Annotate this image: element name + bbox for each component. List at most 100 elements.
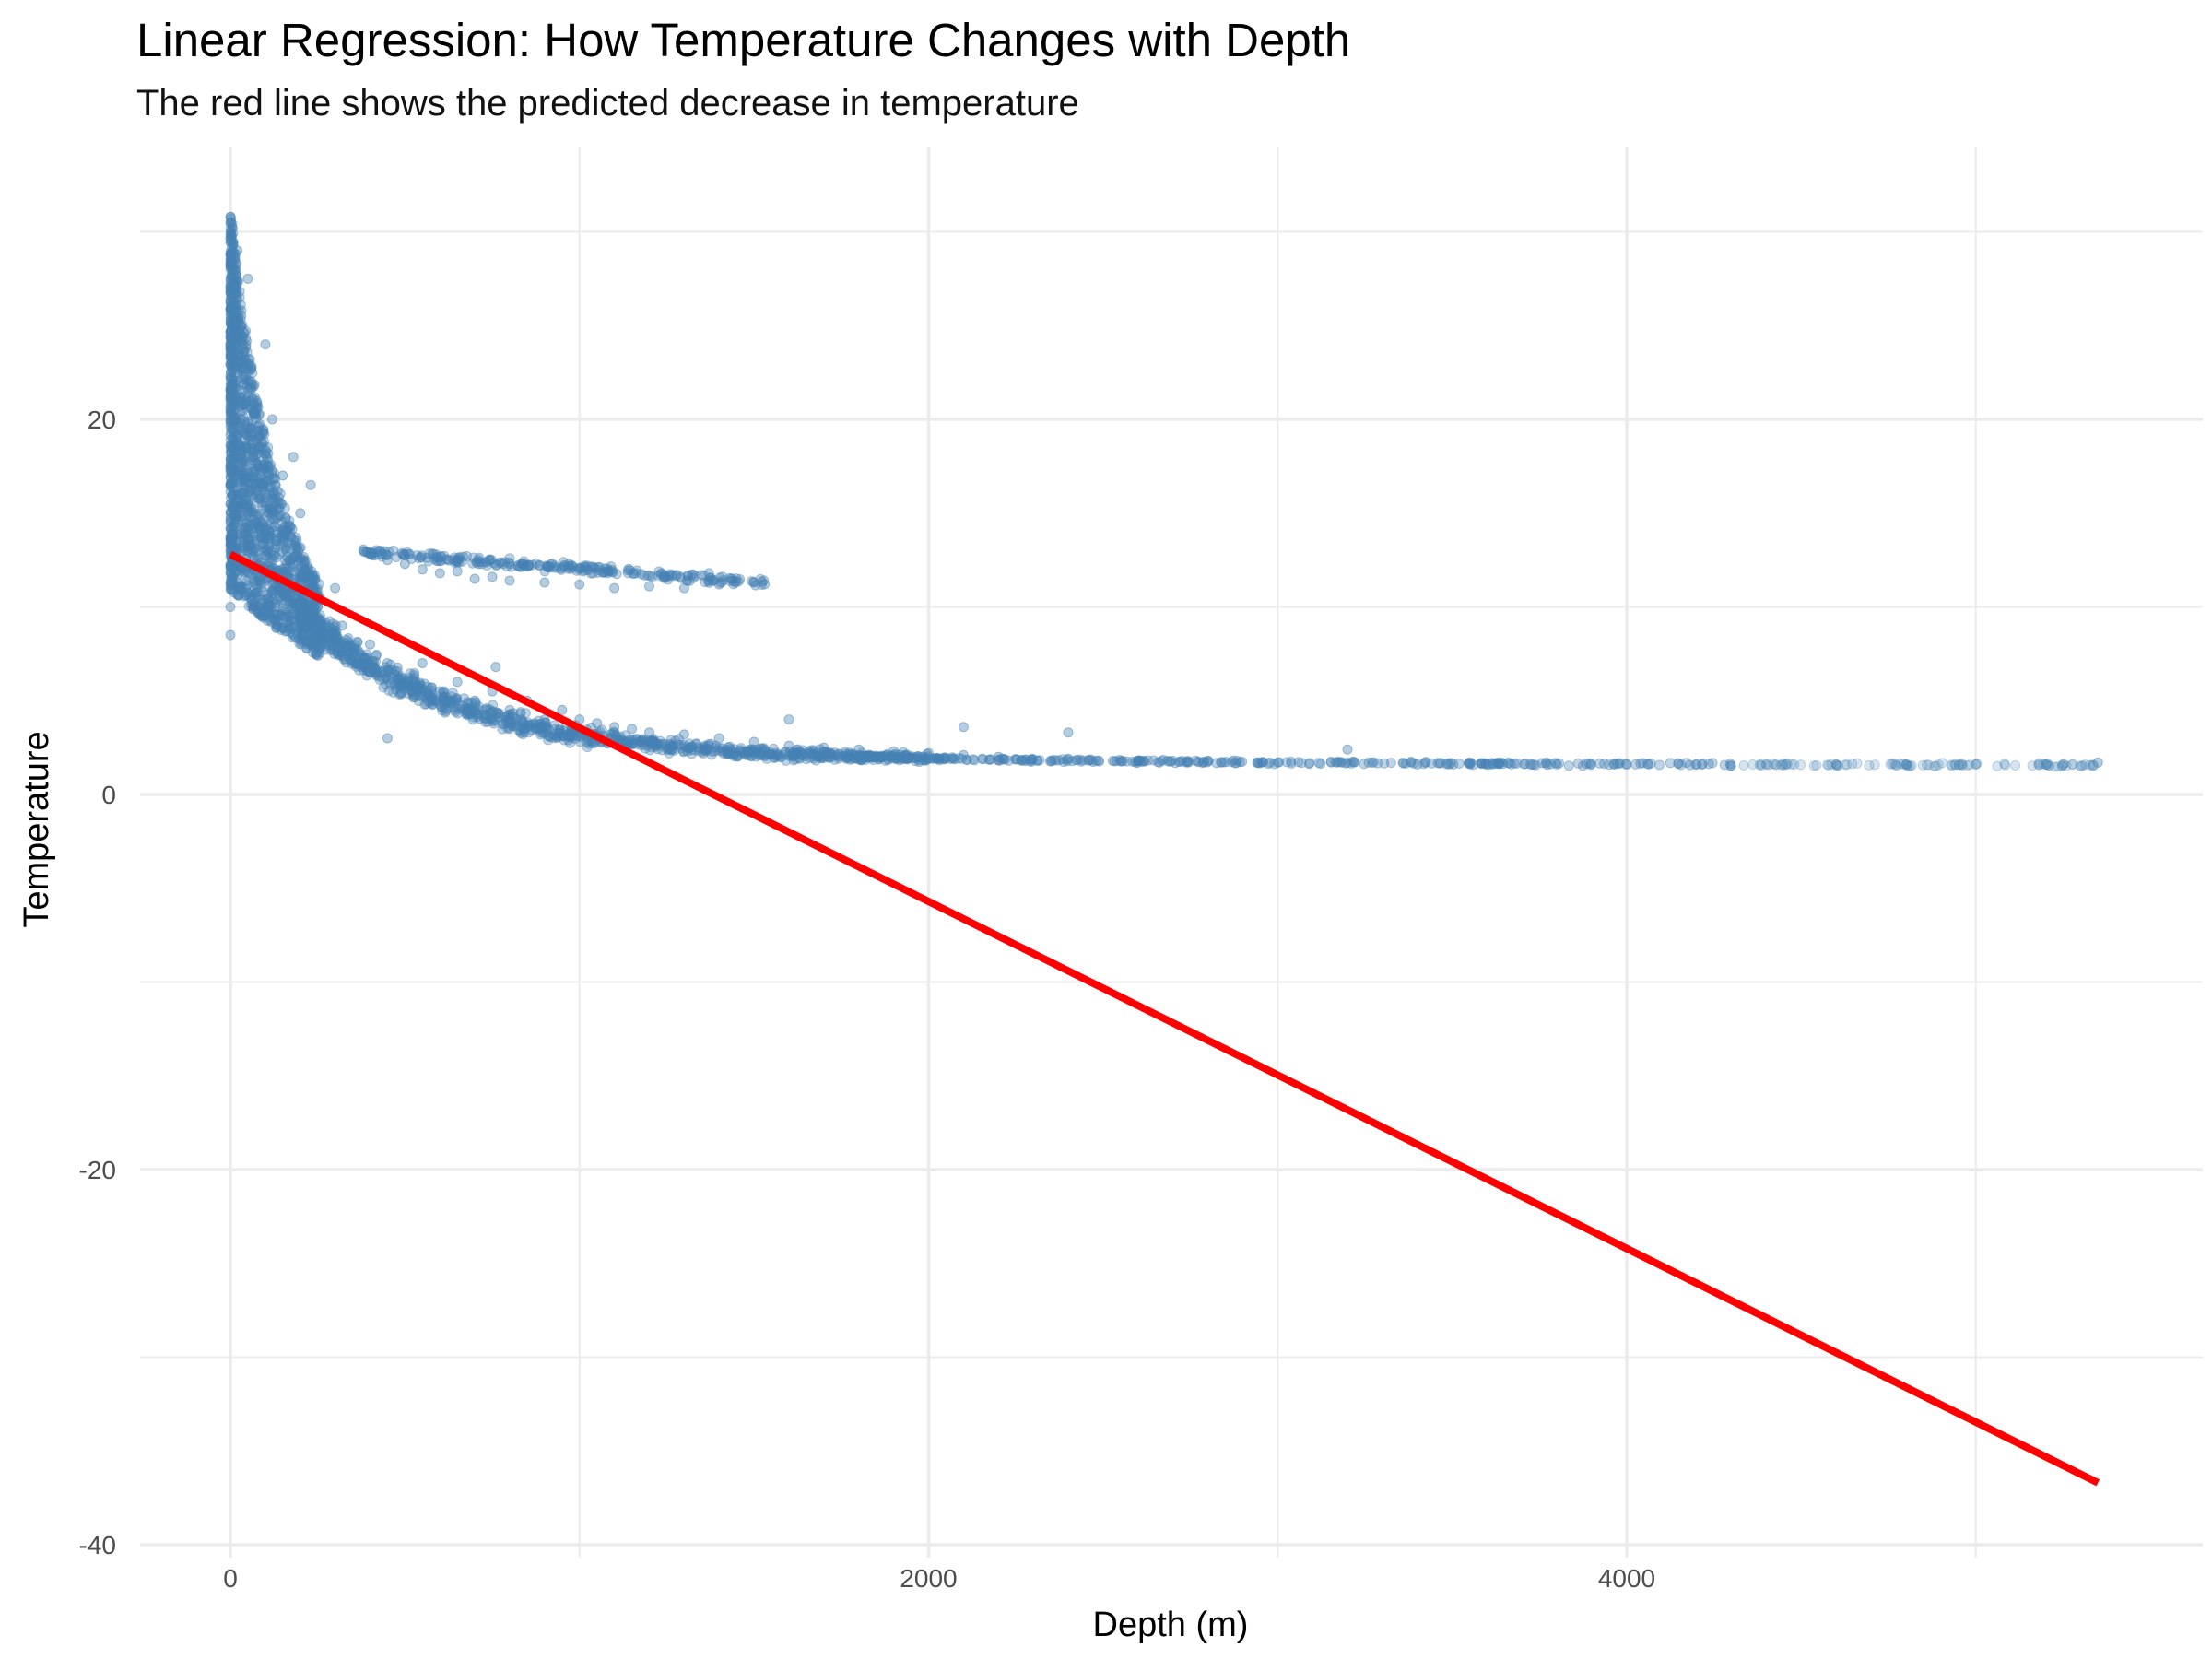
scatter-point xyxy=(247,394,258,405)
scatter-point xyxy=(245,512,256,523)
scatter-point xyxy=(567,560,578,571)
scatter-point xyxy=(275,585,286,596)
scatter-point xyxy=(1776,759,1786,771)
scatter-point xyxy=(490,662,501,673)
scatter-point xyxy=(226,385,237,396)
scatter-point xyxy=(309,602,319,613)
scatter-point xyxy=(229,265,241,276)
scatter-point xyxy=(225,397,236,408)
scatter-point xyxy=(249,379,260,390)
scatter-point xyxy=(253,402,264,413)
scatter-point xyxy=(247,550,258,561)
scatter-point xyxy=(229,441,241,451)
scatter-points xyxy=(225,211,2103,772)
scatter-point xyxy=(235,451,246,461)
scatter-point xyxy=(268,487,279,498)
scatter-point xyxy=(229,542,241,553)
scatter-point xyxy=(248,408,259,419)
scatter-point xyxy=(300,570,311,581)
scatter-point xyxy=(263,503,274,514)
scatter-point xyxy=(226,387,237,398)
scatter-point xyxy=(232,307,242,318)
scatter-point xyxy=(240,398,251,409)
scatter-point xyxy=(274,592,285,603)
scatter-point xyxy=(238,471,249,482)
scatter-point xyxy=(308,612,319,623)
scatter-point xyxy=(245,535,256,546)
scatter-point xyxy=(226,374,236,384)
scatter-point xyxy=(365,549,375,559)
scatter-point xyxy=(280,596,291,606)
scatter-point xyxy=(244,442,255,453)
scatter-point xyxy=(225,317,236,328)
scatter-point xyxy=(225,304,236,315)
scatter-point xyxy=(241,467,253,478)
scatter-point xyxy=(301,637,312,648)
scatter-point xyxy=(759,579,770,590)
scatter-point xyxy=(1578,760,1588,771)
scatter-point xyxy=(236,392,247,402)
scatter-point xyxy=(296,571,307,582)
scatter-point xyxy=(302,616,313,627)
scatter-point xyxy=(300,567,311,578)
scatter-point xyxy=(230,355,241,366)
scatter-point xyxy=(284,598,295,609)
scatter-point xyxy=(225,568,236,579)
scatter-point xyxy=(228,269,239,280)
scatter-point xyxy=(294,634,304,644)
scatter-point xyxy=(382,658,393,668)
scatter-point xyxy=(303,570,314,581)
scatter-point xyxy=(274,549,285,560)
scatter-point xyxy=(310,574,321,585)
scatter-point xyxy=(666,745,677,756)
scatter-point xyxy=(241,364,252,375)
scatter-point xyxy=(609,722,620,733)
scatter-point xyxy=(265,530,276,541)
scatter-point xyxy=(254,524,265,535)
scatter-point xyxy=(260,532,271,543)
scatter-point xyxy=(249,518,260,529)
scatter-point xyxy=(236,480,247,491)
scatter-point xyxy=(390,680,401,691)
scatter-point xyxy=(231,328,242,339)
scatter-point xyxy=(305,631,316,642)
scatter-point xyxy=(230,496,241,507)
scatter-point xyxy=(231,494,242,505)
scatter-point xyxy=(238,488,249,499)
scatter-point xyxy=(233,584,243,595)
scatter-point xyxy=(297,629,308,641)
scatter-point xyxy=(267,584,278,595)
scatter-point xyxy=(284,611,295,622)
scatter-point xyxy=(1026,754,1037,765)
scatter-point xyxy=(312,622,324,633)
scatter-point xyxy=(229,453,241,463)
scatter-point xyxy=(264,526,275,537)
scatter-point xyxy=(639,570,650,581)
scatter-point xyxy=(277,611,288,621)
scatter-point xyxy=(233,424,243,435)
scatter-point xyxy=(1009,754,1020,765)
scatter-point xyxy=(258,530,269,541)
scatter-point xyxy=(231,502,242,512)
scatter-point xyxy=(253,409,265,419)
scatter-point xyxy=(1412,759,1423,770)
scatter-point xyxy=(243,495,254,506)
scatter-point xyxy=(282,537,293,548)
scatter-point xyxy=(312,626,324,637)
scatter-point xyxy=(241,419,251,430)
scatter-point xyxy=(248,576,259,587)
scatter-point xyxy=(239,474,249,485)
scatter-point xyxy=(240,355,251,366)
scatter-point xyxy=(229,394,240,406)
scatter-point xyxy=(226,568,237,579)
scatter-point xyxy=(229,252,241,263)
scatter-point xyxy=(279,605,290,616)
scatter-point xyxy=(234,590,244,601)
scatter-point xyxy=(239,346,249,357)
scatter-point xyxy=(1272,757,1283,768)
scatter-point xyxy=(247,601,258,612)
scatter-point xyxy=(286,615,297,626)
scatter-point xyxy=(235,300,246,310)
scatter-point xyxy=(276,516,288,527)
scatter-point xyxy=(336,620,347,631)
